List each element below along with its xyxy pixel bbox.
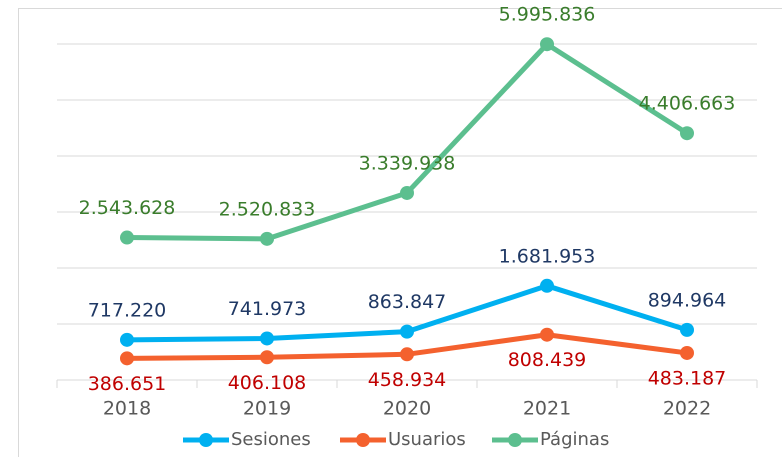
data-point	[680, 126, 694, 141]
data-point	[120, 351, 134, 366]
data-label: 2.543.628	[79, 197, 176, 219]
x-tick-label: 2020	[383, 398, 431, 420]
legend-marker	[508, 433, 522, 447]
data-label: 741.973	[228, 298, 307, 320]
data-label: 1.681.953	[499, 245, 596, 267]
data-label: 808.439	[508, 349, 587, 371]
x-tick-label: 2022	[663, 398, 711, 420]
data-point	[540, 327, 554, 342]
data-point	[260, 350, 274, 365]
legend-label: Páginas	[540, 429, 609, 450]
data-point	[540, 278, 554, 293]
data-label: 4.406.663	[639, 93, 736, 115]
data-label: 406.108	[228, 372, 307, 394]
legend-marker	[356, 433, 370, 447]
chart-frame	[18, 8, 782, 457]
data-label: 2.520.833	[219, 198, 316, 220]
data-point	[260, 231, 274, 246]
data-point	[260, 331, 274, 346]
data-point	[400, 324, 414, 339]
data-label: 863.847	[368, 291, 447, 313]
data-point	[120, 332, 134, 347]
data-label: 5.995.836	[499, 4, 596, 26]
legend-label: Sesiones	[231, 429, 311, 450]
data-label: 717.220	[88, 299, 167, 321]
data-label: 483.187	[648, 367, 727, 389]
data-label: 458.934	[368, 369, 447, 391]
x-tick-label: 2021	[523, 398, 571, 420]
data-point	[680, 322, 694, 337]
x-tick-label: 2018	[103, 398, 151, 420]
data-point	[680, 345, 694, 360]
data-point	[120, 230, 134, 245]
x-tick-label: 2019	[243, 398, 291, 420]
data-label: 3.339.938	[359, 152, 456, 174]
data-point	[400, 347, 414, 362]
data-point	[400, 185, 414, 200]
legend-label: Usuarios	[388, 429, 466, 450]
legend-marker	[199, 433, 213, 447]
data-point	[540, 37, 554, 52]
data-label: 386.651	[88, 373, 167, 395]
data-label: 894.964	[648, 289, 727, 311]
